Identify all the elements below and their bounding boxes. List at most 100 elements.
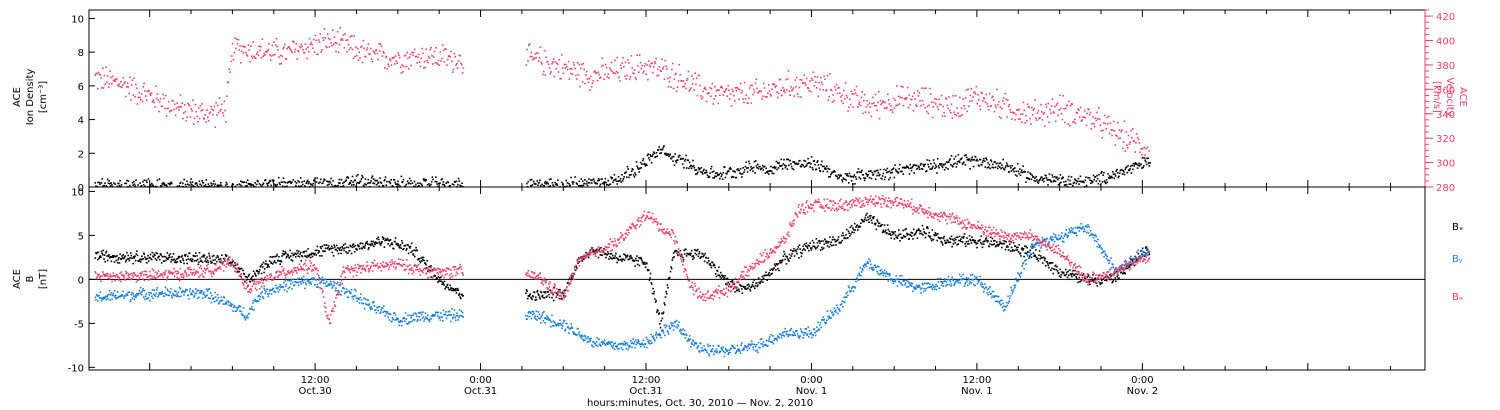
data-point: [378, 43, 380, 45]
data-point: [881, 178, 883, 180]
data-point: [709, 172, 711, 174]
data-point: [769, 170, 771, 172]
data-point: [1084, 277, 1086, 279]
data-point: [182, 258, 184, 260]
data-point: [617, 343, 620, 346]
data-point: [764, 274, 767, 277]
data-point: [1011, 165, 1013, 167]
data-point: [271, 44, 274, 47]
data-point: [1065, 180, 1067, 183]
data-point: [104, 83, 106, 86]
data-point: [954, 113, 956, 116]
data-point: [773, 83, 776, 86]
data-point: [1026, 177, 1029, 180]
data-point: [348, 48, 351, 51]
data-point: [445, 48, 447, 51]
data-point: [1081, 279, 1083, 281]
data-point: [1103, 180, 1106, 182]
data-point: [102, 298, 104, 300]
data-point: [890, 237, 893, 239]
data-point: [961, 157, 963, 159]
data-point: [675, 161, 678, 164]
data-point: [998, 162, 1000, 165]
data-point: [229, 302, 232, 304]
data-point: [717, 174, 720, 177]
data-point: [228, 68, 231, 70]
data-point: [546, 295, 548, 297]
data-point: [332, 280, 335, 283]
data-point: [356, 249, 358, 251]
data-point: [712, 170, 715, 173]
data-point: [814, 246, 816, 248]
data-point: [144, 298, 146, 300]
data-point: [113, 254, 115, 257]
data-point: [1011, 111, 1014, 114]
data-point: [312, 277, 315, 279]
data-point: [395, 318, 397, 321]
data-point: [852, 227, 854, 229]
data-point: [954, 242, 956, 244]
data-point: [668, 154, 671, 157]
data-point: [1130, 263, 1133, 266]
data-point: [445, 311, 447, 313]
data-point: [264, 292, 267, 295]
data-point: [320, 51, 322, 53]
data-point: [268, 260, 271, 262]
data-point: [247, 275, 250, 277]
data-point: [391, 185, 394, 187]
data-point: [792, 250, 795, 252]
data-point: [635, 343, 638, 346]
data-point: [614, 59, 616, 62]
data-point: [274, 291, 276, 293]
data-point: [369, 53, 371, 55]
data-point: [942, 237, 945, 240]
density-tick-label: 0: [78, 183, 84, 194]
data-point: [652, 335, 654, 337]
data-point: [158, 110, 160, 113]
data-point: [990, 159, 992, 161]
data-point: [783, 250, 785, 253]
data-point: [567, 332, 570, 334]
data-point: [154, 258, 157, 260]
data-point: [440, 312, 442, 314]
data-point: [761, 98, 763, 100]
data-point: [857, 168, 860, 170]
data-point: [853, 222, 856, 225]
data-point: [457, 289, 460, 291]
data-point: [207, 183, 210, 185]
data-point: [788, 253, 791, 256]
data-point: [683, 249, 685, 252]
data-point: [885, 171, 888, 174]
data-point: [892, 231, 894, 234]
data-point: [768, 274, 771, 277]
data-point: [829, 88, 832, 91]
data-point: [941, 115, 944, 117]
data-point: [744, 286, 747, 288]
data-point: [124, 81, 126, 83]
data-point: [713, 177, 716, 179]
data-point: [1118, 277, 1120, 279]
data-point: [541, 63, 543, 65]
data-point: [557, 322, 559, 325]
data-point: [686, 79, 688, 82]
data-point: [100, 299, 103, 302]
data-point: [863, 179, 866, 182]
data-point: [637, 65, 639, 67]
data-point: [916, 90, 919, 92]
data-point: [1071, 272, 1074, 275]
data-point: [544, 74, 547, 76]
data-point: [420, 257, 422, 260]
data-point: [246, 55, 249, 57]
data-point: [275, 37, 278, 40]
data-point: [296, 281, 298, 284]
data-point: [272, 255, 275, 258]
data-point: [981, 161, 984, 164]
data-point: [438, 64, 441, 67]
data-point: [604, 177, 607, 180]
data-point: [790, 86, 792, 88]
data-point: [778, 78, 781, 81]
data-point: [673, 78, 676, 80]
data-point: [364, 178, 367, 180]
data-point: [254, 274, 257, 276]
data-point: [552, 293, 554, 296]
